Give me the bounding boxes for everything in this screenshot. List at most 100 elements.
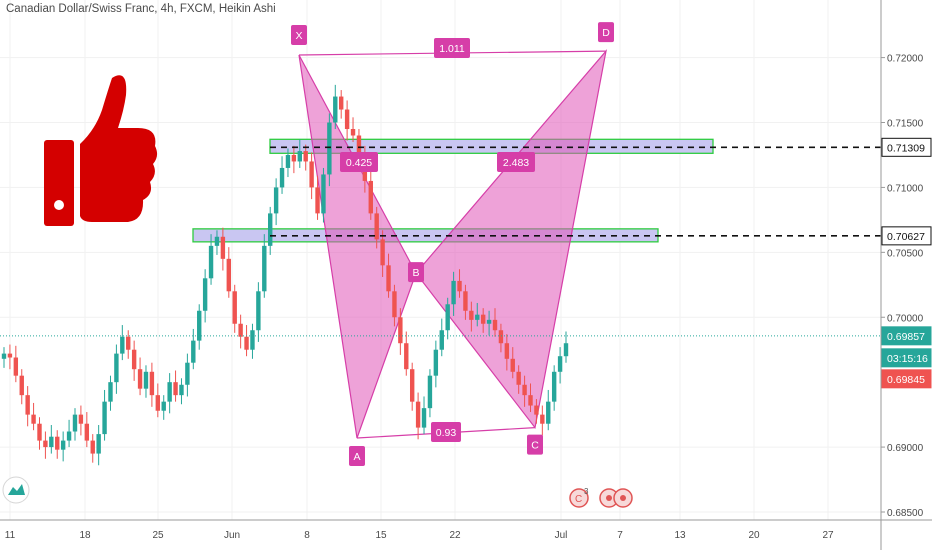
candle-body xyxy=(131,349,137,370)
candle-body xyxy=(356,135,362,155)
candle-body xyxy=(321,174,326,214)
event-markers[interactable]: C 3 xyxy=(569,487,633,508)
candle-body xyxy=(333,96,338,123)
pattern-point-label-text: C xyxy=(531,440,539,452)
candle-body xyxy=(439,330,444,350)
candle-body xyxy=(72,414,78,432)
candle-body xyxy=(244,336,249,350)
candle-body xyxy=(191,340,196,363)
candle-body xyxy=(250,330,255,350)
ratio-label-text: 1.011 xyxy=(439,43,465,55)
candle-body xyxy=(13,357,19,376)
candle-body xyxy=(137,369,143,389)
candle-body xyxy=(262,245,267,292)
price-label: 03:15:16 xyxy=(887,353,928,365)
candle-body xyxy=(344,109,350,130)
candle-body xyxy=(528,395,533,406)
candle-body xyxy=(368,180,373,214)
candle-body xyxy=(309,161,314,188)
x-tick-label: 18 xyxy=(79,530,91,541)
candle-body xyxy=(37,423,42,441)
candle-body xyxy=(60,440,66,450)
pattern-point-label xyxy=(408,262,424,283)
x-tick-label: 20 xyxy=(748,530,760,541)
x-tick-label: 13 xyxy=(674,530,686,541)
ratio-label-text: 0.425 xyxy=(346,157,372,169)
candle-body xyxy=(421,408,427,428)
candle-body xyxy=(522,384,527,396)
candle-body xyxy=(1,353,7,359)
candle-body xyxy=(534,405,539,415)
candle-body xyxy=(433,349,439,376)
candle-body xyxy=(25,395,30,415)
candle-body xyxy=(102,401,107,435)
candle-body xyxy=(197,310,202,341)
price-label-box xyxy=(881,369,932,389)
candle-body xyxy=(208,245,214,279)
price-label: 0.71309 xyxy=(887,142,925,154)
candle-body xyxy=(31,414,36,424)
candle-body xyxy=(469,310,474,320)
pattern-point-label-text: B xyxy=(412,267,419,279)
price-label: 0.69845 xyxy=(887,374,925,386)
tradingview-logo-icon[interactable] xyxy=(2,476,30,504)
x-tick-label: 27 xyxy=(822,530,834,541)
candle-body xyxy=(480,314,486,324)
candle-body xyxy=(66,431,72,441)
candle-body xyxy=(114,353,119,383)
candle-body xyxy=(220,236,226,259)
candle-body xyxy=(120,336,125,354)
candle-body xyxy=(498,330,504,344)
candle-body xyxy=(463,291,468,311)
candle-body xyxy=(202,278,208,311)
candle-body xyxy=(457,280,462,292)
level-lines xyxy=(0,146,881,337)
pattern-point-label-text: D xyxy=(602,27,610,39)
candle-body xyxy=(90,440,95,454)
x-tick-label: 25 xyxy=(152,530,164,541)
ratio-label xyxy=(497,152,535,172)
candle-body xyxy=(475,314,480,320)
candle-body xyxy=(126,336,131,350)
candle-body xyxy=(7,353,13,358)
candle-body xyxy=(173,382,178,396)
candle-body xyxy=(84,423,90,441)
x-tick-label: 7 xyxy=(617,530,623,541)
x-tick-label: 11 xyxy=(5,530,16,541)
candle-body xyxy=(256,291,261,331)
candle-body xyxy=(161,401,166,411)
y-tick-label: 0.71500 xyxy=(887,119,924,130)
candle-body xyxy=(374,213,379,240)
price-label-box xyxy=(881,226,932,246)
candle-body xyxy=(149,371,155,396)
candle-body xyxy=(546,401,551,424)
candle-body xyxy=(492,319,498,331)
svg-text:3: 3 xyxy=(584,487,589,496)
candle-body xyxy=(315,187,320,214)
ratio-label xyxy=(340,152,378,172)
candle-body xyxy=(386,265,391,292)
candle-body xyxy=(563,343,569,357)
candle-body xyxy=(43,440,48,448)
candle-body xyxy=(167,382,172,402)
candle-body xyxy=(226,258,231,292)
ratio-label-text: 2.483 xyxy=(503,157,529,169)
candle-body xyxy=(185,362,190,385)
level-zone xyxy=(269,138,714,154)
chart-title: Canadian Dollar/Swiss Franc, 4h, FXCM, H… xyxy=(6,3,276,15)
price-label: 0.69857 xyxy=(887,331,925,343)
y-tick-label: 0.70500 xyxy=(887,248,924,259)
y-tick-label: 0.69000 xyxy=(887,443,924,454)
candle-body xyxy=(551,371,557,402)
candle-body xyxy=(55,436,60,450)
candle-body xyxy=(486,319,492,324)
candle-body xyxy=(108,382,113,402)
candle-body xyxy=(339,96,344,110)
y-tick-label: 0.70000 xyxy=(887,313,924,324)
x-tick-label: 22 xyxy=(449,530,461,541)
candle-body xyxy=(445,304,450,331)
y-tick-label: 0.68500 xyxy=(887,508,924,519)
candle-body xyxy=(327,122,332,175)
